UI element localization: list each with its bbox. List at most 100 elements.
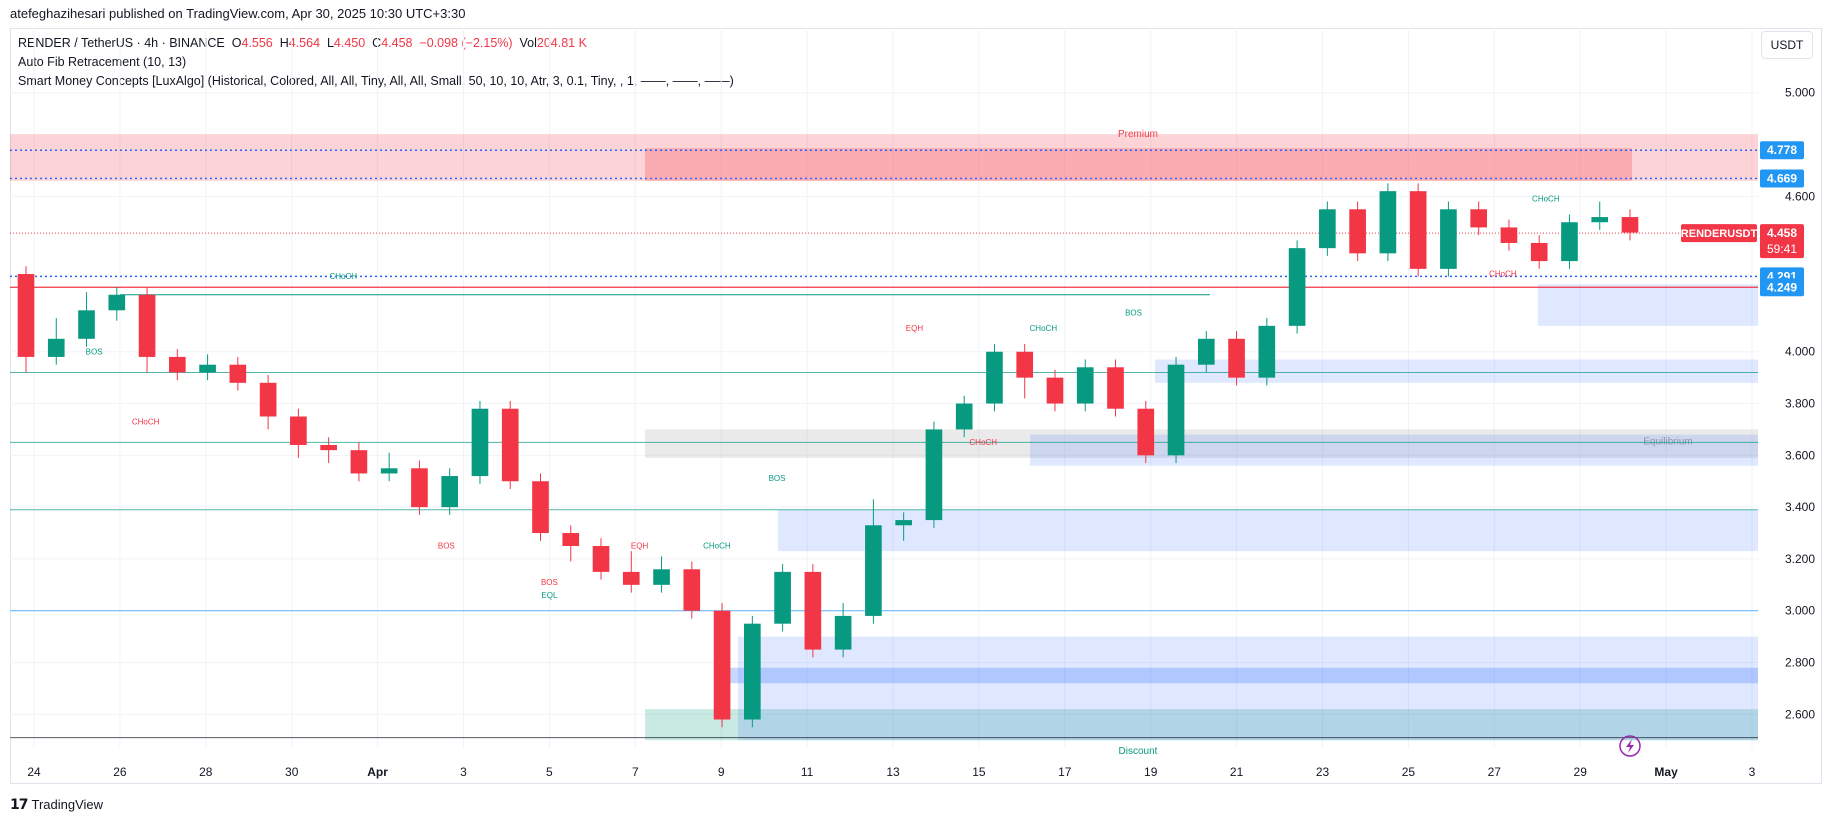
candle-body[interactable] bbox=[1379, 191, 1397, 254]
candle-body[interactable] bbox=[1470, 209, 1488, 228]
x-tick-label: 3 bbox=[1749, 765, 1756, 779]
x-tick-label: 26 bbox=[113, 765, 127, 779]
candle-body[interactable] bbox=[1349, 209, 1366, 254]
y-tick-label: 3.200 bbox=[1785, 552, 1815, 566]
symbol-price-tag bbox=[1681, 224, 1757, 243]
candle-body[interactable] bbox=[622, 571, 640, 585]
structure-label: CHoCH bbox=[132, 417, 160, 426]
candle-body[interactable] bbox=[380, 468, 398, 474]
currency-selector[interactable]: USDT bbox=[1761, 31, 1813, 59]
candle-body[interactable] bbox=[320, 444, 337, 451]
candle-body[interactable] bbox=[532, 481, 549, 534]
legend-indicator-fib[interactable]: Auto Fib Retracement (10, 13) bbox=[18, 55, 187, 69]
candle-body[interactable] bbox=[653, 569, 670, 585]
candle-body[interactable] bbox=[501, 408, 519, 482]
candle-body[interactable] bbox=[1288, 248, 1306, 326]
candle-body[interactable] bbox=[1591, 217, 1609, 223]
candle-body[interactable] bbox=[411, 468, 428, 508]
candle-body[interactable] bbox=[199, 364, 216, 373]
candle-body[interactable] bbox=[1500, 227, 1518, 243]
candle-body[interactable] bbox=[1530, 242, 1548, 262]
candle-body[interactable] bbox=[1167, 364, 1185, 456]
candle-body[interactable] bbox=[1197, 338, 1215, 365]
candle-body[interactable] bbox=[471, 408, 489, 477]
zone-label-discount: Discount bbox=[1119, 746, 1158, 757]
x-tick-label: 27 bbox=[1488, 765, 1502, 779]
chart-legend: RENDER / TetherUS · 4h · BINANCE O4.556 … bbox=[18, 34, 734, 91]
candle-body[interactable] bbox=[834, 615, 852, 650]
y-tick-label: 3.600 bbox=[1785, 448, 1815, 462]
candle-body[interactable] bbox=[350, 450, 368, 474]
candle-body[interactable] bbox=[592, 545, 610, 572]
candle-body[interactable] bbox=[744, 623, 761, 720]
candle-body[interactable] bbox=[865, 525, 882, 616]
footer-brand-text: TradingView bbox=[31, 797, 104, 812]
y-tick-label: 3.800 bbox=[1785, 397, 1815, 411]
candle-body[interactable] bbox=[1621, 217, 1639, 233]
candle-body[interactable] bbox=[259, 382, 277, 417]
candle-body[interactable] bbox=[108, 294, 126, 311]
lightning-icon[interactable] bbox=[1619, 735, 1641, 757]
symbol-price-tag-text: RENDERUSDT bbox=[1681, 228, 1758, 240]
candle-body[interactable] bbox=[78, 310, 95, 339]
zone-premium-core bbox=[645, 148, 1632, 181]
y-tick-label: 3.000 bbox=[1785, 604, 1815, 618]
price-axis-label-text: 4.778 bbox=[1767, 143, 1797, 157]
order-block bbox=[1155, 359, 1758, 383]
candle-body[interactable] bbox=[229, 364, 247, 383]
structure-label: BOS bbox=[541, 578, 558, 587]
price-axis-label-text: 4.669 bbox=[1767, 171, 1797, 185]
candle-body[interactable] bbox=[1409, 191, 1427, 269]
legend-high-value: 4.564 bbox=[288, 36, 321, 50]
legend-low-value: 4.450 bbox=[333, 36, 366, 50]
candle-body[interactable] bbox=[290, 416, 307, 445]
candle-body[interactable] bbox=[713, 610, 731, 720]
bar-countdown: 59:41 bbox=[1767, 242, 1797, 256]
candle-body[interactable] bbox=[1137, 408, 1155, 456]
structure-label: BOS bbox=[86, 347, 103, 356]
x-tick-label: 23 bbox=[1316, 765, 1330, 779]
candle-body[interactable] bbox=[1228, 338, 1245, 378]
structure-label: EQL bbox=[541, 591, 558, 600]
candle-body[interactable] bbox=[925, 429, 943, 521]
candle-body[interactable] bbox=[168, 356, 186, 373]
candle-body[interactable] bbox=[774, 571, 791, 624]
x-tick-label: 3 bbox=[460, 765, 467, 779]
legend-change: −0.098 (−2.15%) bbox=[419, 36, 513, 50]
candle-body[interactable] bbox=[441, 476, 459, 508]
candle-body[interactable] bbox=[1561, 222, 1578, 262]
legend-symbol[interactable]: RENDER / TetherUS · 4h · BINANCE bbox=[18, 36, 225, 50]
candle-body[interactable] bbox=[47, 338, 65, 357]
y-tick-label: 5.000 bbox=[1785, 86, 1815, 100]
candle-body[interactable] bbox=[562, 533, 580, 546]
candle-body[interactable] bbox=[138, 294, 156, 357]
structure-label: CHoCH bbox=[969, 438, 997, 447]
candle-body[interactable] bbox=[955, 403, 973, 430]
candle-body[interactable] bbox=[1440, 209, 1457, 269]
candle-body[interactable] bbox=[986, 351, 1003, 404]
x-tick-label: 24 bbox=[27, 765, 41, 779]
candle-body[interactable] bbox=[1258, 325, 1276, 378]
x-tick-label: 15 bbox=[972, 765, 986, 779]
legend-vol-label: Vol bbox=[519, 36, 537, 50]
candle-body[interactable] bbox=[1107, 367, 1124, 409]
legend-high-label: H bbox=[279, 36, 289, 50]
candle-body[interactable] bbox=[683, 569, 701, 611]
y-tick-label: 4.600 bbox=[1785, 189, 1815, 203]
candle-body[interactable] bbox=[1046, 377, 1064, 404]
candle-body[interactable] bbox=[1076, 367, 1094, 404]
chart-frame bbox=[10, 28, 1822, 784]
candle-body[interactable] bbox=[1016, 351, 1034, 378]
tradingview-logo-icon: 𝟭𝟳 bbox=[10, 796, 29, 812]
footer-brand: 𝟭𝟳 TradingView bbox=[10, 796, 103, 813]
candle-body[interactable] bbox=[895, 520, 912, 526]
publisher-line: atefeghazihesari published on TradingVie… bbox=[10, 6, 466, 21]
candle-body[interactable] bbox=[17, 274, 35, 357]
legend-indicator-smc[interactable]: Smart Money Concepts [LuxAlgo] (Historic… bbox=[18, 74, 734, 88]
candle-body[interactable] bbox=[804, 571, 822, 650]
price-axis-label bbox=[1760, 169, 1804, 188]
candle-body[interactable] bbox=[1319, 209, 1336, 249]
x-tick-label: 29 bbox=[1574, 765, 1588, 779]
x-tick-label: May bbox=[1654, 765, 1678, 779]
